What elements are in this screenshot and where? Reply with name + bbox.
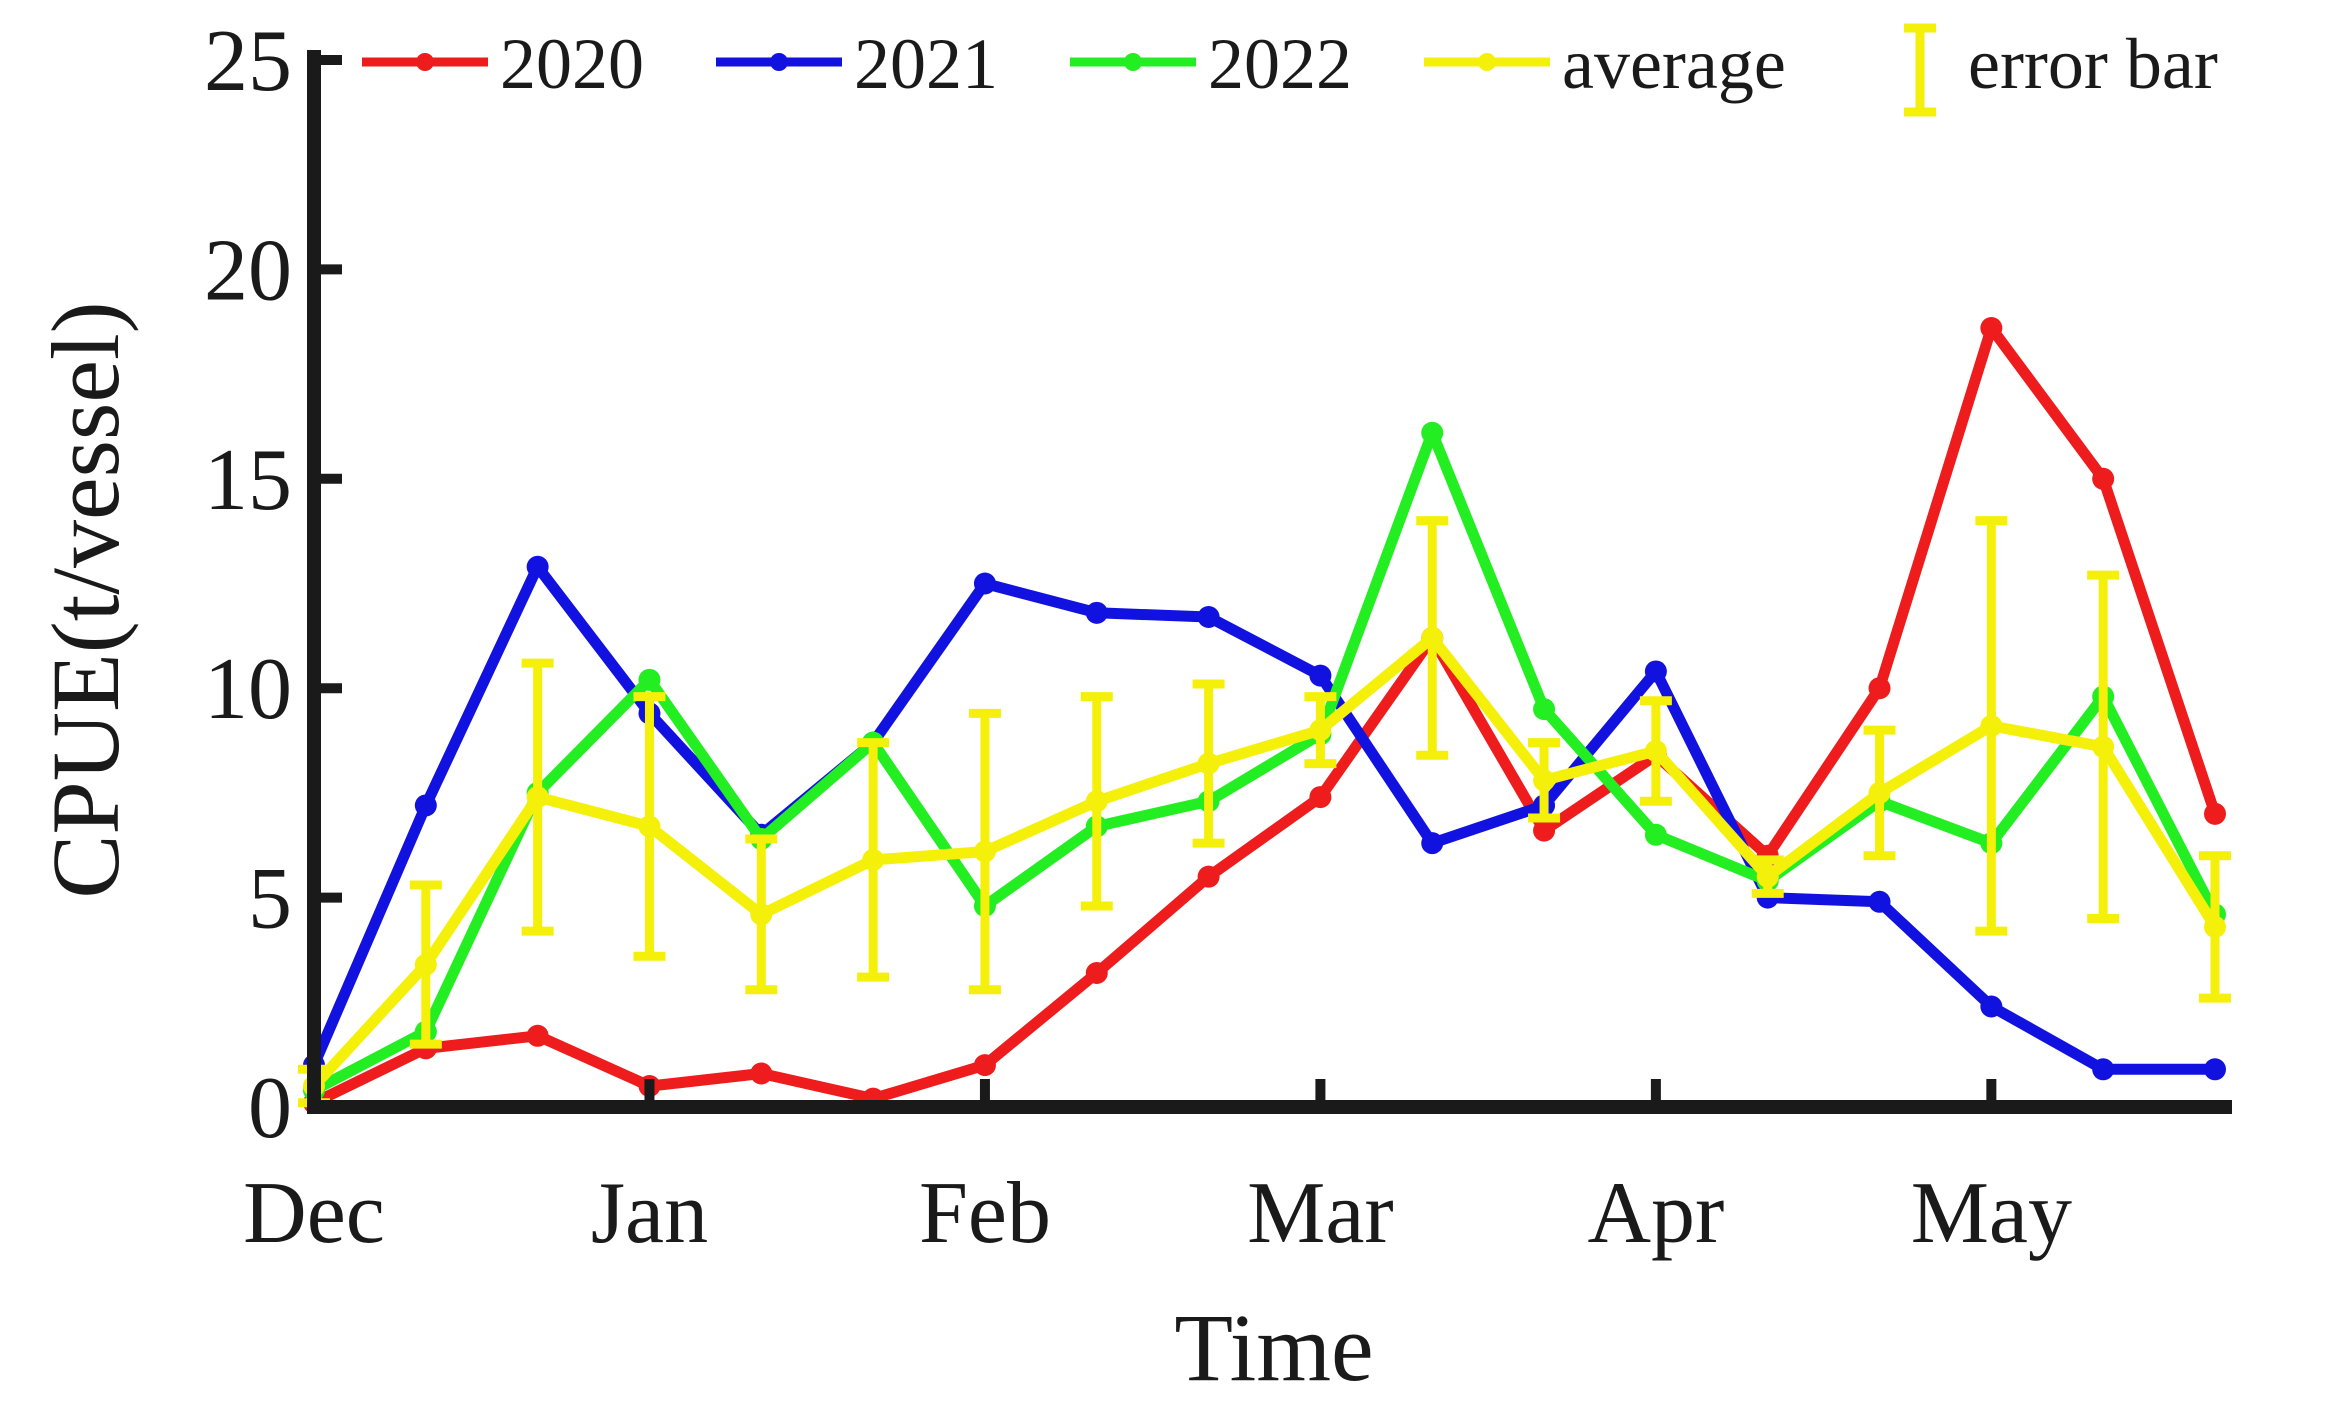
series-2020	[303, 317, 2226, 1114]
legend-item-2021: 2021	[716, 24, 998, 104]
series-average	[298, 516, 2231, 1108]
series-line-2022	[308, 427, 2221, 1096]
data-point-2022	[1533, 698, 1556, 721]
legend-item-2020: 2020	[362, 24, 644, 104]
axes-layer	[307, 50, 2232, 1114]
y-tick-label: 0	[248, 1060, 292, 1157]
data-point-2020	[1980, 317, 2003, 340]
y-tick-label: 15	[204, 432, 292, 529]
error-bar	[1751, 855, 1784, 898]
data-point-2021	[1980, 995, 2003, 1018]
legend-item-error-bar: error bar	[1904, 23, 2218, 117]
data-point-2021	[1644, 660, 1667, 683]
y-axis-title: CPUE(t/vessel)	[32, 301, 139, 898]
y-tick-label: 20	[204, 222, 292, 319]
data-point-2021	[414, 794, 437, 817]
error-bar	[1080, 692, 1113, 911]
error-bar	[968, 708, 1001, 995]
x-tick-label: Jan	[591, 1165, 708, 1262]
legend-label: 2020	[500, 24, 644, 104]
legend-marker	[1124, 53, 1142, 71]
data-point-2021	[1085, 601, 1108, 624]
data-point-2022	[1644, 823, 1667, 846]
data-point-2020	[526, 1024, 549, 1047]
data-point-2021	[2092, 1058, 2115, 1081]
data-point-2020	[1868, 677, 1891, 700]
data-point-2020	[1309, 786, 1332, 809]
legend-marker	[1478, 53, 1496, 71]
legend-marker	[770, 53, 788, 71]
data-point-2021	[1309, 664, 1332, 687]
y-tick-label: 10	[204, 641, 292, 738]
error-bar	[2199, 851, 2231, 1003]
error-bar	[857, 738, 890, 982]
data-point-2020	[1197, 865, 1220, 888]
legend-marker	[416, 53, 434, 71]
error-bar	[1639, 696, 1672, 806]
legend-item-2022: 2022	[1070, 24, 1352, 104]
error-bar	[633, 692, 666, 961]
data-point-2021	[1868, 890, 1891, 913]
legend-label: error bar	[1968, 24, 2218, 104]
legend-item-average: average	[1424, 24, 1786, 104]
error-bar	[2087, 570, 2120, 924]
data-point-2021	[1421, 832, 1444, 855]
data-point-2021	[526, 555, 549, 578]
x-tick-label: Apr	[1587, 1165, 1724, 1262]
series-layer	[298, 317, 2231, 1114]
legend-swatch	[1904, 23, 1936, 117]
error-bar	[745, 834, 778, 995]
legend-label: 2021	[854, 24, 998, 104]
data-point-2020	[1533, 819, 1556, 842]
x-tick-label: May	[1911, 1165, 2072, 1262]
data-point-2021	[973, 572, 996, 595]
x-tick-label: Feb	[919, 1165, 1051, 1262]
data-point-2020	[973, 1054, 996, 1077]
series-line-average	[308, 632, 2221, 1092]
data-point-2021	[2204, 1058, 2226, 1081]
error-bar	[1192, 679, 1225, 848]
data-point-2020	[2092, 467, 2115, 490]
data-point-2021	[1197, 606, 1220, 629]
error-bar	[1975, 516, 2008, 936]
series-line-2020	[308, 322, 2221, 1109]
legend-label: average	[1562, 24, 1786, 104]
legend: 2020 2021 2022 average error bar	[362, 23, 2218, 117]
legend-label: 2022	[1208, 24, 1352, 104]
data-point-2020	[1085, 961, 1108, 984]
x-axis-title: Time	[1174, 1294, 1373, 1401]
error-bar	[1528, 738, 1561, 823]
error-bar	[1416, 516, 1449, 760]
error-bar	[1304, 692, 1337, 769]
data-point-2022	[1421, 421, 1444, 444]
data-point-2022	[638, 668, 661, 691]
data-point-2020	[750, 1062, 773, 1085]
y-tick-label: 5	[248, 851, 292, 948]
data-point-2020	[2204, 802, 2226, 825]
error-bar	[1863, 725, 1896, 861]
error-bar	[409, 880, 442, 1049]
series-line-2021	[308, 561, 2221, 1075]
ticks-layer: 0 5 10 15 20 25 Dec Jan Feb Mar Apr May	[204, 13, 2072, 1262]
error-bar	[521, 658, 554, 936]
x-tick-label: Mar	[1247, 1165, 1394, 1262]
x-tick-label: Dec	[243, 1165, 385, 1262]
y-tick-label: 25	[204, 13, 292, 110]
